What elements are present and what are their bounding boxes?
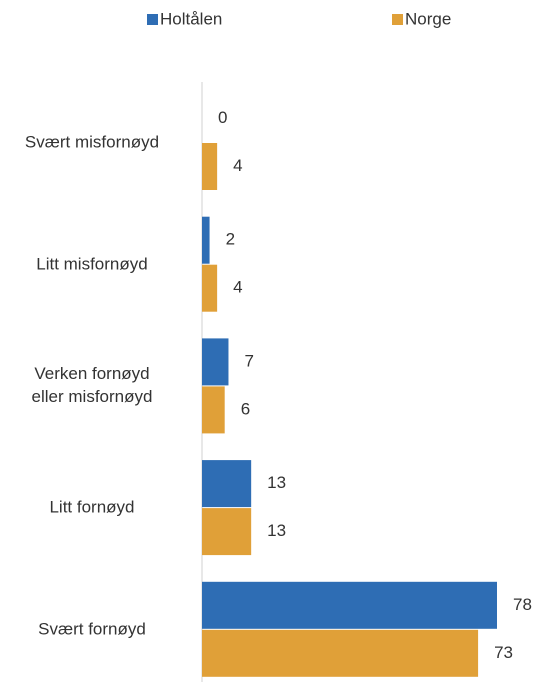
legend-label: Norge [405,9,451,28]
bar [202,216,210,264]
y-tick-label: Svært fornøyd [38,619,146,639]
data-label: 13 [267,473,286,492]
legend-label: Holtålen [160,9,222,28]
bar [202,386,225,434]
legend-swatch [392,14,403,25]
data-label: 6 [241,399,250,418]
data-label: 7 [244,351,253,370]
bar [202,143,218,190]
y-tick-label: Svært misfornøyd [24,132,160,152]
data-label: 4 [233,278,242,297]
data-label: 73 [494,643,513,662]
bar [202,460,252,508]
legend-swatch [147,14,158,25]
bar [202,581,497,629]
data-label: 78 [513,595,532,614]
bar [202,264,218,312]
data-label: 13 [267,521,286,540]
data-label: 2 [226,230,235,249]
y-tick-label: Litt misfornøyd [36,254,148,274]
data-label: 0 [218,108,227,127]
bar [202,508,252,556]
bar [202,629,479,677]
y-tick-label: Verken fornøyd eller misfornøyd [31,364,153,407]
data-label: 4 [233,156,242,175]
bar [202,338,229,386]
y-tick-label: Litt fornøyd [49,497,135,517]
